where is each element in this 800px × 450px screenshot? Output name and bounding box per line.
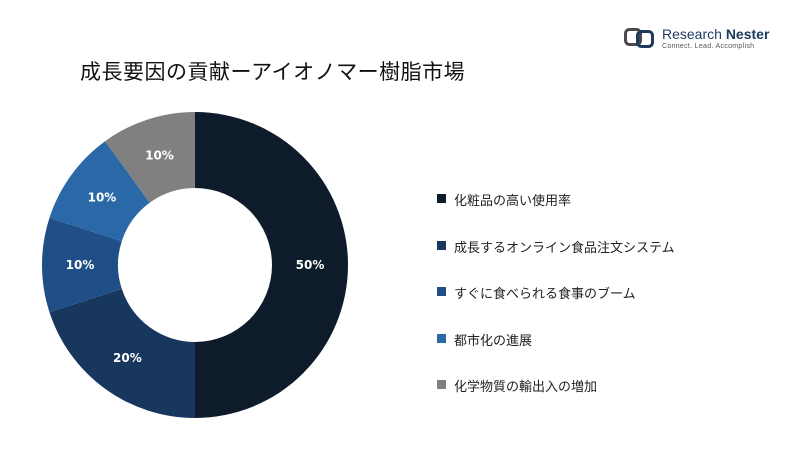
donut-slice-3 bbox=[41, 217, 122, 313]
legend-label: 都市化の進展 bbox=[454, 333, 533, 349]
brand-tagline: Connect. Lead. Accomplish bbox=[662, 43, 755, 50]
brand-name: Research Nester bbox=[662, 26, 769, 42]
donut-slice-1 bbox=[195, 112, 348, 418]
legend-swatch bbox=[437, 287, 446, 296]
brand-logo: Research Nester Connect. Lead. Accomplis… bbox=[624, 26, 774, 52]
chart-title: 成長要因の貢献ーアイオノマー樹脂市場 bbox=[80, 60, 466, 84]
slice-value-label-4: 10% bbox=[88, 190, 117, 204]
slice-value-label-5: 10% bbox=[145, 149, 174, 163]
slice-value-label-2: 20% bbox=[113, 351, 142, 365]
legend-swatch bbox=[437, 194, 446, 203]
legend-label: 化学物質の輸出入の増加 bbox=[454, 380, 598, 395]
donut-slice-5 bbox=[105, 112, 195, 203]
legend-swatch bbox=[437, 240, 446, 250]
brand-name-light: Research bbox=[662, 26, 722, 42]
slice-value-label-1: 50% bbox=[296, 258, 325, 272]
research-nester-logo-icon bbox=[624, 28, 654, 48]
brand-name-bold: Nester bbox=[725, 26, 770, 42]
donut-slice-2 bbox=[49, 288, 195, 418]
legend-label: 化粧品の高い使用率 bbox=[454, 194, 572, 209]
legend-swatch bbox=[437, 380, 446, 389]
slice-value-label-3: 10% bbox=[66, 258, 95, 272]
legend-label: 成長するオンライン食品注文システム bbox=[454, 240, 675, 256]
legend-swatch bbox=[437, 333, 446, 343]
legend-label: すぐに食べられる食事のブーム bbox=[454, 287, 636, 302]
donut-slice-4 bbox=[49, 141, 150, 242]
